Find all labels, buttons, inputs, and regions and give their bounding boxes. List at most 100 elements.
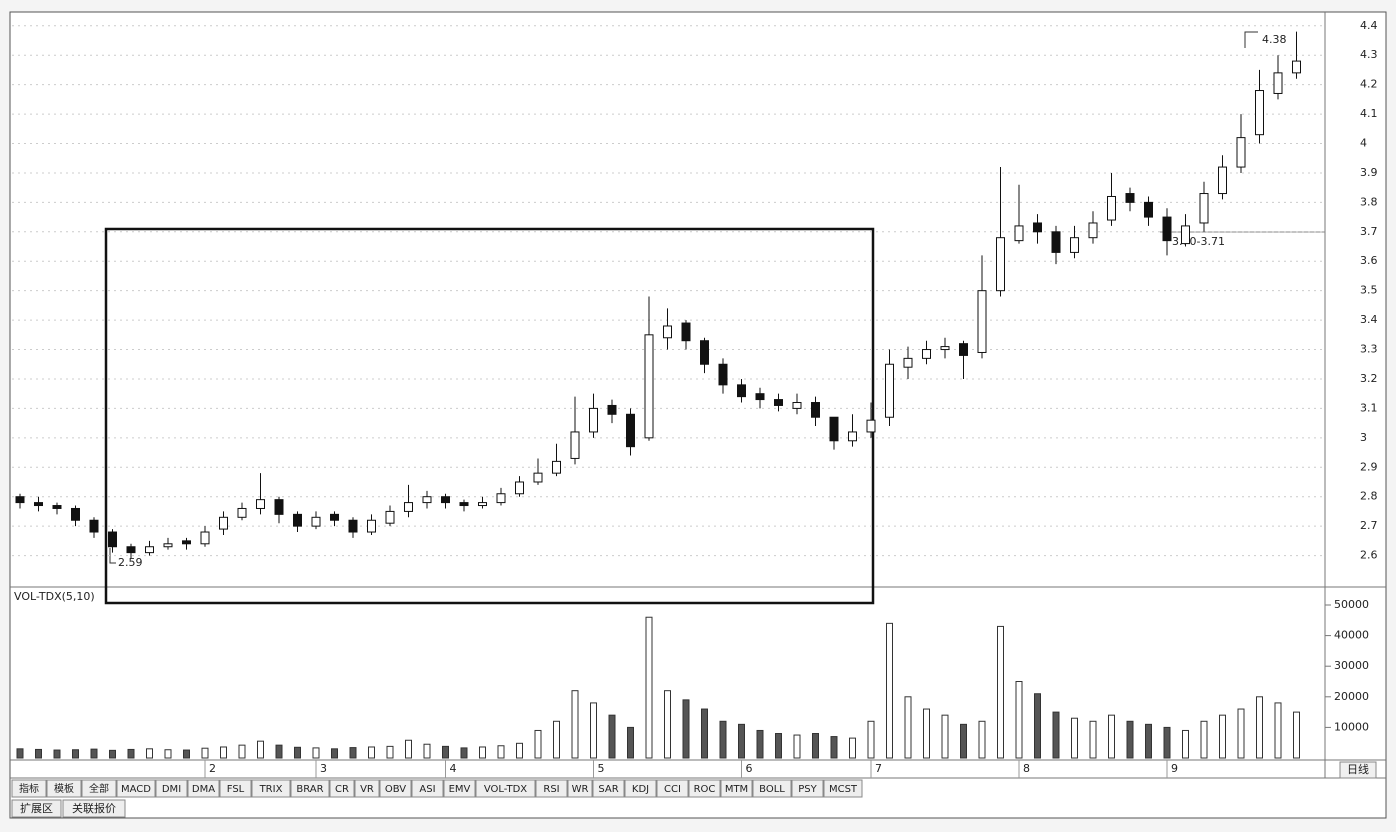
tab-label[interactable]: 指标 xyxy=(19,782,39,795)
tab-label[interactable]: KDJ xyxy=(632,784,649,795)
tab[interactable] xyxy=(535,779,568,798)
y-tick-label: 3.1 xyxy=(1360,401,1378,414)
bottom-tab[interactable] xyxy=(62,799,126,818)
volume-bar xyxy=(386,745,394,759)
tab-label[interactable]: BOLL xyxy=(759,784,785,795)
tab[interactable] xyxy=(219,779,252,798)
tab[interactable] xyxy=(411,779,444,798)
volume-bar xyxy=(1034,693,1041,759)
tab[interactable] xyxy=(475,779,536,798)
volume-bar xyxy=(1293,711,1300,759)
tab[interactable] xyxy=(656,779,689,798)
volume-bar xyxy=(664,690,671,759)
volume-bar xyxy=(1274,702,1282,759)
candle-body xyxy=(34,502,43,507)
candle-body xyxy=(237,507,247,518)
bottom-tab-label[interactable]: 扩展区 xyxy=(20,801,53,815)
tab-label[interactable]: BRAR xyxy=(296,784,323,795)
volume-bar xyxy=(1182,729,1189,759)
volume-bar xyxy=(997,625,1004,759)
candle-body xyxy=(533,472,543,483)
candle-body xyxy=(441,496,450,504)
candle-body xyxy=(1218,166,1227,195)
tab-label[interactable]: DMA xyxy=(192,784,215,795)
tab[interactable] xyxy=(46,779,82,798)
tab[interactable] xyxy=(81,779,117,798)
candle-body xyxy=(552,460,561,474)
tab[interactable] xyxy=(752,779,792,798)
y-tick-label: 3 xyxy=(1360,431,1367,444)
candle-body xyxy=(1107,195,1116,221)
tab[interactable] xyxy=(791,779,824,798)
candle-body xyxy=(792,402,802,409)
tab-label[interactable]: SAR xyxy=(598,784,618,795)
tab-label[interactable]: 全部 xyxy=(89,782,109,795)
candle-body xyxy=(644,334,654,439)
candle-body xyxy=(626,413,635,448)
volume-bar xyxy=(1108,714,1115,759)
volume-bar xyxy=(867,720,875,759)
y-tick-label: 3.6 xyxy=(1360,254,1378,267)
tab-label[interactable]: ASI xyxy=(419,784,435,795)
tab[interactable] xyxy=(290,779,330,798)
tab-label[interactable]: DMI xyxy=(162,784,181,795)
candle-body xyxy=(1070,237,1079,253)
tab-label[interactable]: PSY xyxy=(798,784,817,795)
candle-body xyxy=(1162,216,1172,242)
tab[interactable] xyxy=(11,779,47,798)
candle-body xyxy=(385,510,395,524)
y-tick-label: 3.7 xyxy=(1360,225,1378,238)
tab-label[interactable]: WR xyxy=(572,784,589,795)
bottom-tab-label[interactable]: 关联报价 xyxy=(72,801,116,815)
tab-label[interactable]: TRIX xyxy=(259,784,283,795)
tab[interactable] xyxy=(567,779,593,798)
candle-body xyxy=(663,325,672,339)
period-label[interactable]: 日线 xyxy=(1347,762,1369,776)
tab[interactable] xyxy=(187,779,220,798)
tab-label[interactable]: ROC xyxy=(694,784,716,795)
tab-label[interactable]: MACD xyxy=(121,784,151,795)
tab[interactable] xyxy=(688,779,721,798)
tab-label[interactable]: CR xyxy=(335,784,349,795)
volume-bar xyxy=(960,723,967,759)
tab[interactable] xyxy=(251,779,291,798)
period-button[interactable] xyxy=(1339,761,1377,779)
volume-bar xyxy=(978,720,986,759)
tab-label[interactable]: EMV xyxy=(449,784,471,795)
candle-body xyxy=(126,546,136,554)
candle-body xyxy=(570,431,580,459)
volume-bar xyxy=(1015,681,1023,759)
tab-label[interactable]: VOL-TDX xyxy=(484,784,527,795)
candle-body xyxy=(404,502,413,512)
volume-bar xyxy=(645,616,653,759)
candle-body xyxy=(1144,201,1153,218)
x-tick-label: 7 xyxy=(875,762,882,775)
tab[interactable] xyxy=(443,779,476,798)
tab-label[interactable]: MCST xyxy=(829,784,858,795)
tab-label[interactable]: VR xyxy=(360,784,374,795)
volume-bar xyxy=(53,749,61,759)
tab[interactable] xyxy=(116,779,156,798)
tab[interactable] xyxy=(624,779,657,798)
tab-label[interactable]: OBV xyxy=(385,784,406,795)
bottom-tab[interactable] xyxy=(11,799,62,818)
tab[interactable] xyxy=(379,779,412,798)
volume-bar xyxy=(1052,711,1060,759)
candle-body xyxy=(89,519,99,533)
tab[interactable] xyxy=(823,779,863,798)
volume-bar xyxy=(775,733,782,759)
tab[interactable] xyxy=(592,779,625,798)
volume-bar xyxy=(238,744,246,759)
tab[interactable] xyxy=(329,779,355,798)
tab[interactable] xyxy=(354,779,380,798)
tab[interactable] xyxy=(720,779,753,798)
tab-label[interactable]: 模板 xyxy=(54,782,74,795)
tab[interactable] xyxy=(155,779,188,798)
candle-body xyxy=(829,416,839,442)
volume-bar xyxy=(1126,720,1134,759)
tab-label[interactable]: CCI xyxy=(664,784,681,795)
tab-label[interactable]: MTM xyxy=(725,784,748,795)
tab-label[interactable]: FSL xyxy=(227,784,245,795)
tab-label[interactable]: RSI xyxy=(543,784,559,795)
volume-bar xyxy=(941,714,949,759)
